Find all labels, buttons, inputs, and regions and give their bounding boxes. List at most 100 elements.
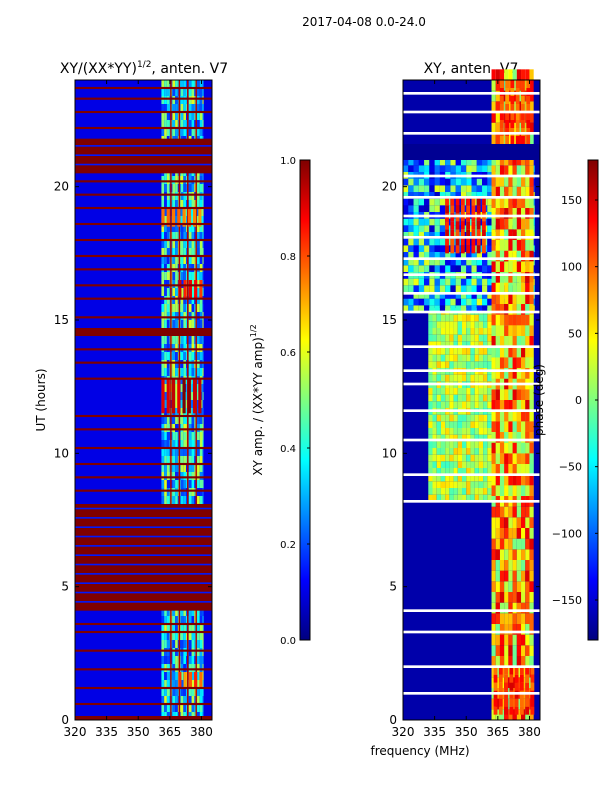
- heatmap-cell: [413, 252, 419, 259]
- heatmap-stripe: [75, 145, 212, 147]
- heatmap-cell: [197, 104, 200, 112]
- heatmap-cell: [436, 354, 441, 362]
- heatmap-cell: [450, 258, 456, 266]
- heatmap-cell: [199, 200, 203, 208]
- x-tick-label: 365: [486, 725, 509, 739]
- heatmap-cell: [183, 264, 187, 272]
- heatmap-cell: [408, 205, 414, 212]
- heatmap-cell: [199, 608, 203, 616]
- heatmap-cell: [491, 538, 496, 550]
- heatmap-cell: [188, 464, 192, 472]
- heatmap-cell: [188, 264, 192, 272]
- heatmap-cell: [529, 90, 534, 102]
- heatmap-cell: [202, 640, 204, 648]
- heatmap-cell: [466, 388, 471, 395]
- heatmap-cell: [525, 218, 530, 230]
- heatmap-cell: [172, 416, 176, 424]
- heatmap-cell: [529, 645, 534, 656]
- heatmap-flagged-scan: [75, 489, 212, 492]
- heatmap-cell: [191, 416, 195, 424]
- heatmap-cell: [418, 285, 425, 292]
- heatmap-cell: [202, 240, 204, 248]
- heatmap-cell: [508, 634, 513, 646]
- heatmap-cell: [166, 456, 170, 464]
- heatmap-cell: [202, 312, 204, 320]
- heatmap-cell: [175, 304, 178, 312]
- heatmap-cell: [183, 632, 187, 640]
- heatmap-cell: [449, 434, 454, 442]
- heatmap-cell: [521, 240, 526, 251]
- heatmap-cell: [504, 602, 509, 614]
- heatmap-cell: [197, 272, 200, 280]
- heatmap-cell: [191, 304, 195, 312]
- heatmap-cell: [183, 240, 187, 248]
- heatmap-cell: [197, 472, 200, 480]
- heatmap-hot-patch: [499, 80, 504, 88]
- heatmap-cell: [504, 560, 509, 571]
- heatmap-cell: [474, 321, 479, 328]
- heatmap-cell: [453, 494, 458, 502]
- heatmap-cell: [445, 165, 451, 172]
- heatmap-cell: [453, 361, 458, 368]
- heatmap-cell: [529, 410, 534, 422]
- heatmap-cell: [175, 392, 178, 400]
- heatmap-cell: [508, 346, 513, 358]
- heatmap-cell: [495, 208, 500, 219]
- heatmap-hot-patch: [450, 237, 455, 246]
- heatmap-cell: [175, 440, 178, 448]
- heatmap-cell: [175, 448, 178, 456]
- heatmap-cell: [199, 112, 203, 120]
- heatmap-cell: [436, 474, 441, 482]
- heatmap-cell: [436, 434, 441, 442]
- heatmap-cell: [175, 408, 178, 416]
- heatmap-cell: [175, 232, 178, 240]
- heatmap-cell: [429, 258, 435, 266]
- heatmap-cell: [188, 184, 192, 192]
- heatmap-cell: [166, 672, 170, 680]
- heatmap-cell: [516, 346, 522, 358]
- heatmap-cell: [521, 368, 526, 379]
- heatmap-cell: [197, 416, 200, 424]
- heatmap-cell: [429, 305, 435, 312]
- heatmap-cell: [525, 250, 530, 262]
- heatmap-cell: [521, 218, 526, 230]
- heatmap-cell: [428, 481, 433, 488]
- heatmap-cell: [474, 494, 479, 502]
- heatmap-cell: [512, 176, 517, 187]
- heatmap-cell: [180, 624, 184, 632]
- heatmap-cell: [466, 285, 472, 292]
- heatmap-cell: [161, 232, 165, 240]
- heatmap-cell: [499, 208, 505, 219]
- heatmap-cell: [436, 421, 441, 428]
- heatmap-hot-patch: [499, 112, 504, 120]
- heatmap-cell: [529, 464, 534, 475]
- heatmap-cell: [166, 368, 170, 376]
- heatmap-cell: [445, 298, 451, 306]
- heatmap-cell: [197, 336, 200, 344]
- colorbar-tick-label: 50: [568, 327, 582, 340]
- heatmap-cell: [161, 312, 165, 320]
- heatmap-white-scan: [403, 273, 540, 276]
- heatmap-cell: [418, 278, 425, 286]
- heatmap-cell: [516, 293, 522, 304]
- heatmap-cell: [161, 416, 165, 424]
- heatmap-cell: [432, 474, 437, 482]
- heatmap-cell: [161, 192, 165, 200]
- heatmap-cell: [487, 394, 492, 402]
- heatmap-cell: [487, 305, 493, 312]
- x-tick-label: 350: [127, 725, 150, 739]
- heatmap-cell: [175, 400, 178, 408]
- heatmap-cell: [428, 321, 433, 328]
- heatmap-cell: [462, 434, 467, 442]
- heatmap-cell: [495, 517, 500, 528]
- amplitude-heatmap: [75, 80, 212, 720]
- heatmap-cell: [478, 454, 484, 462]
- heatmap-cell: [424, 278, 430, 286]
- heatmap-cell: [516, 485, 522, 496]
- colorbar-tick-label: 0.6: [280, 348, 296, 359]
- heatmap-flagged-scan: [75, 126, 212, 130]
- heatmap-cell: [499, 400, 505, 411]
- heatmap-cell: [474, 448, 479, 455]
- heatmap-cell: [487, 488, 492, 495]
